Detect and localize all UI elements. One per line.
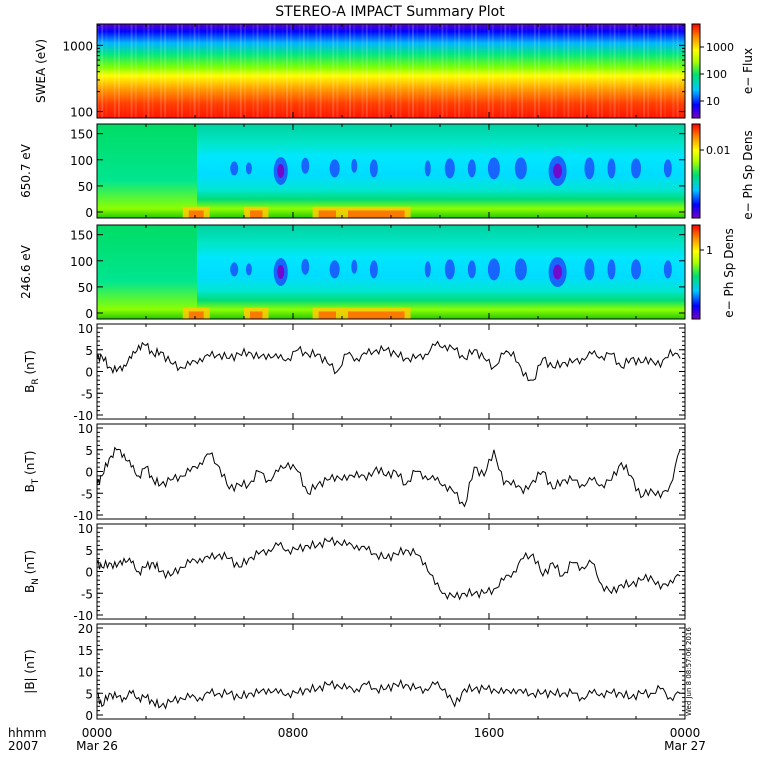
line-y-tick-label: 5 xyxy=(85,544,93,558)
line-y-tick-label: 0 xyxy=(85,466,93,480)
flux-tick-label: 1000 xyxy=(706,41,734,54)
psd-246-colorbar xyxy=(691,224,701,320)
pitch-angle-650-spectrogram xyxy=(97,124,685,218)
line-panel-frame xyxy=(96,423,686,520)
swea-spectrogram xyxy=(97,24,685,118)
magnetic-field-series-line xyxy=(97,678,681,710)
psd-246-tick-label: 1 xyxy=(706,244,713,257)
x-tick-label: 0000 xyxy=(82,726,113,740)
x-tick-date-label: Mar 26 xyxy=(76,739,118,753)
line-panel: 10 5 0 -5 -10 BR (nT) xyxy=(23,322,686,423)
line-y-axis-label: |B| (nT) xyxy=(23,649,37,693)
flux-tick-label: 10 xyxy=(706,95,720,108)
heatmap-y-axis-label: 650.7 eV xyxy=(19,143,33,198)
line-panel-frame xyxy=(96,523,686,620)
line-y-tick-label: 10 xyxy=(78,666,93,680)
heatmap-panel-frame: 100 1000 SWEA (eV) xyxy=(34,23,686,120)
line-y-tick-label: 10 xyxy=(78,422,93,436)
line-panel: 20 15 10 5 0 |B| (nT) xyxy=(23,622,686,723)
pitch-y-tick-label: 0 xyxy=(85,206,93,220)
line-y-tick-label: 5 xyxy=(85,687,93,701)
magnetic-field-series-line xyxy=(96,446,681,508)
line-y-tick-label: 0 xyxy=(85,566,93,580)
line-y-tick-label: 5 xyxy=(85,344,93,358)
line-y-tick-label: 5 xyxy=(85,444,93,458)
line-y-axis-label: BN (nT) xyxy=(23,550,41,593)
psd-246-colorbar-label: e− Ph Sp Dens xyxy=(722,228,736,317)
flux-colorbar-label: e− Flux xyxy=(741,48,755,94)
flux-colorbar xyxy=(691,23,701,119)
pitch-y-tick-label: 100 xyxy=(70,154,93,168)
magnetic-field-series-line xyxy=(96,536,681,601)
x-tick-label: 0000 xyxy=(670,726,701,740)
line-panel: 10 5 0 -5 -10 BT (nT) xyxy=(23,422,686,523)
line-y-tick-label: -10 xyxy=(73,409,93,423)
line-y-tick-label: -10 xyxy=(73,609,93,623)
line-y-tick-label: -10 xyxy=(73,509,93,523)
line-panel-frame xyxy=(96,323,686,420)
line-y-tick-label: -5 xyxy=(81,587,93,601)
line-panel-frame xyxy=(96,623,686,720)
magnetic-field-series-line xyxy=(96,340,681,382)
pitch-y-tick-label: 0 xyxy=(85,307,93,321)
pitch-y-tick-label: 100 xyxy=(70,255,93,269)
x-tick-label: 1600 xyxy=(474,726,505,740)
line-y-tick-label: 20 xyxy=(78,622,93,636)
psd-650-colorbar xyxy=(691,123,701,219)
x-tick-label: 0800 xyxy=(278,726,309,740)
pitch-angle-246-spectrogram xyxy=(97,225,685,319)
chart-title: STEREO-A IMPACT Summary Plot xyxy=(275,4,505,20)
swea-y-tick-label: 1000 xyxy=(62,39,93,53)
x-year-label: 2007 xyxy=(8,739,39,753)
line-y-tick-label: 15 xyxy=(78,644,93,658)
timestamp: Wed Jun 8 08:57:06 2016 xyxy=(685,627,693,716)
line-y-tick-label: 10 xyxy=(78,322,93,336)
line-y-tick-label: 0 xyxy=(85,709,93,723)
pitch-y-tick-label: 150 xyxy=(70,128,93,142)
heatmap-y-axis-label: 246.6 eV xyxy=(19,244,33,299)
line-y-axis-label: BT (nT) xyxy=(23,451,41,493)
line-y-tick-label: -5 xyxy=(81,387,93,401)
line-y-tick-label: -5 xyxy=(81,487,93,501)
psd-650-tick-label: 0.01 xyxy=(706,144,731,157)
heatmap-panel-frame: 150 100 50 0 246.6 eV xyxy=(19,224,686,321)
heatmap-panel-frame: 150 100 50 0 650.7 eV xyxy=(19,123,686,220)
psd-246-colorbar-ticks: 1 e− Ph Sp Dens xyxy=(700,228,736,318)
psd-650-colorbar-ticks: 0.01 e− Ph Sp Dens xyxy=(700,130,755,220)
flux-colorbar-ticks: 1000 100 10 e− Flux xyxy=(700,41,755,108)
pitch-y-tick-label: 150 xyxy=(70,229,93,243)
x-tick-date-label: Mar 27 xyxy=(664,739,706,753)
line-panel: 10 5 0 -5 -10 BN (nT) xyxy=(23,522,686,623)
heatmap-y-axis-label: SWEA (eV) xyxy=(34,39,48,103)
psd-650-colorbar-label: e− Ph Sp Dens xyxy=(741,130,755,219)
swea-y-tick-label: 100 xyxy=(70,106,93,120)
line-y-tick-label: 0 xyxy=(85,366,93,380)
pitch-y-tick-label: 50 xyxy=(78,281,93,295)
line-y-axis-label: BR (nT) xyxy=(23,350,41,393)
x-format-label: hhmm xyxy=(8,726,47,740)
flux-tick-label: 100 xyxy=(706,68,727,81)
line-y-tick-label: 10 xyxy=(78,522,93,536)
pitch-y-tick-label: 50 xyxy=(78,180,93,194)
